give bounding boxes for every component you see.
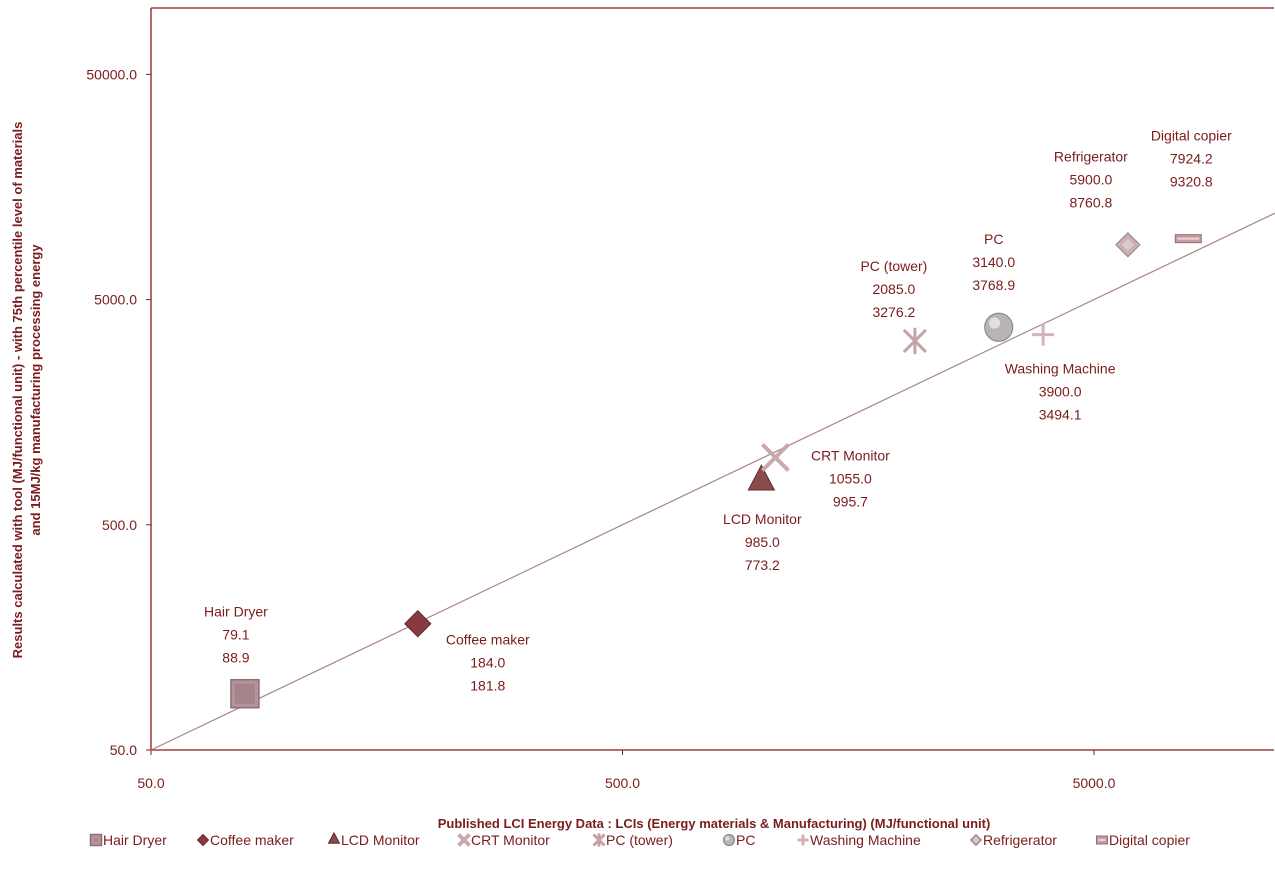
data-point-coffee-maker bbox=[404, 610, 432, 638]
x-tick-label: 5000.0 bbox=[1073, 775, 1116, 791]
y-tick-label: 500.0 bbox=[102, 517, 137, 533]
point-label-name: Hair Dryer bbox=[204, 604, 268, 620]
legend-label: Coffee maker bbox=[210, 832, 294, 848]
point-label-y-value: 9320.8 bbox=[1170, 174, 1213, 190]
point-label-x-value: 3900.0 bbox=[1039, 384, 1082, 400]
data-point-crt-monitor bbox=[760, 443, 790, 472]
legend-item-crt-monitor: CRT Monitor bbox=[457, 832, 550, 848]
point-label-y-value: 181.8 bbox=[470, 678, 505, 694]
data-point-pc-tower- bbox=[902, 327, 927, 355]
marker-dash-inner bbox=[1098, 839, 1106, 841]
marker-dash-inner bbox=[1177, 237, 1200, 240]
marker-square-inner bbox=[234, 683, 255, 704]
point-label-x-value: 184.0 bbox=[470, 655, 505, 671]
point-label-y-value: 8760.8 bbox=[1069, 195, 1112, 211]
marker-circle-highlight bbox=[988, 317, 1001, 329]
marker-triangle bbox=[327, 831, 341, 844]
legend-label: Hair Dryer bbox=[103, 832, 167, 848]
y-tick-label: 50000.0 bbox=[86, 66, 137, 82]
point-label-x-value: 3140.0 bbox=[972, 254, 1015, 270]
legend: Hair Dryer Coffee maker LCD Monitor CRT Mon… bbox=[89, 831, 1190, 848]
point-labels: Hair Dryer 79.1 88.9 Coffee maker 184.0 181.8… bbox=[204, 128, 1232, 694]
legend-item-refrigerator: Refrigerator bbox=[969, 832, 1057, 848]
legend-item-pc-tower-: PC (tower) bbox=[592, 832, 673, 848]
marker-circle bbox=[984, 312, 1014, 342]
point-label-x-value: 79.1 bbox=[222, 627, 249, 643]
y-tick-label: 50.0 bbox=[110, 742, 137, 758]
marker-diamond-inner bbox=[973, 837, 979, 843]
point-label-x-value: 2085.0 bbox=[872, 281, 915, 297]
marker-x-stroke bbox=[457, 833, 471, 847]
y-axis-title-line2: and 15MJ/kg manufacturing processing ene… bbox=[28, 244, 43, 536]
point-label-y-value: 3494.1 bbox=[1039, 407, 1082, 423]
axes bbox=[150, 7, 1274, 751]
marker-square-inner bbox=[94, 838, 98, 842]
legend-item-washing-machine: Washing Machine bbox=[797, 832, 921, 848]
legend-label: LCD Monitor bbox=[341, 832, 420, 848]
marker-circle-highlight bbox=[725, 836, 730, 841]
data-point-refrigerator bbox=[1115, 232, 1141, 258]
legend-label: CRT Monitor bbox=[471, 832, 550, 848]
point-label-name: LCD Monitor bbox=[723, 511, 802, 527]
marker-triangle bbox=[747, 464, 776, 491]
data-points bbox=[230, 232, 1202, 709]
point-label-name: Washing Machine bbox=[1005, 361, 1116, 377]
point-label-name: PC bbox=[984, 231, 1003, 247]
point-label-y-value: 88.9 bbox=[222, 650, 249, 666]
marker-circle bbox=[722, 833, 736, 847]
point-label-name: CRT Monitor bbox=[811, 447, 890, 463]
point-label-name: PC (tower) bbox=[860, 258, 927, 274]
legend-item-pc: PC bbox=[722, 832, 755, 848]
marker-x-stroke bbox=[760, 443, 790, 472]
legend-label: Refrigerator bbox=[983, 832, 1057, 848]
point-label-y-value: 3276.2 bbox=[872, 304, 915, 320]
point-label-y-value: 773.2 bbox=[745, 557, 780, 573]
point-label-x-value: 1055.0 bbox=[829, 470, 872, 486]
legend-label: PC (tower) bbox=[606, 832, 673, 848]
marker-diamond bbox=[196, 833, 210, 847]
point-label-name: Coffee maker bbox=[446, 632, 530, 648]
data-point-lcd-monitor bbox=[747, 464, 776, 491]
x-tick-label: 50.0 bbox=[137, 775, 164, 791]
reference-line bbox=[150, 212, 1275, 751]
legend-item-hair-dryer: Hair Dryer bbox=[89, 832, 167, 848]
point-label-name: Digital copier bbox=[1151, 128, 1232, 144]
marker-diamond bbox=[404, 610, 432, 638]
data-point-pc bbox=[984, 312, 1014, 342]
y-axis-title-group: Results calculated with tool (MJ/functio… bbox=[10, 122, 43, 659]
point-label-y-value: 3768.9 bbox=[972, 277, 1015, 293]
legend-item-lcd-monitor: LCD Monitor bbox=[327, 831, 420, 848]
data-point-digital-copier bbox=[1174, 234, 1202, 244]
point-label-y-value: 995.7 bbox=[833, 493, 868, 509]
data-point-hair-dryer bbox=[230, 678, 260, 709]
reference-line-y-equals-x bbox=[150, 212, 1275, 751]
marker-diamond-inner bbox=[1121, 238, 1134, 251]
legend-item-digital-copier: Digital copier bbox=[1096, 832, 1190, 848]
legend-label: Digital copier bbox=[1109, 832, 1190, 848]
legend-item-coffee-maker: Coffee maker bbox=[196, 832, 294, 848]
point-label-x-value: 5900.0 bbox=[1069, 172, 1112, 188]
y-tick-label: 5000.0 bbox=[94, 292, 137, 308]
data-point-washing-machine bbox=[1032, 323, 1055, 346]
tick-labels: 50.0 500.0 5000.0 50.0 500.0 5000.0 50000.0 bbox=[86, 66, 1115, 791]
legend-label: Washing Machine bbox=[810, 832, 921, 848]
y-axis-title-line1: Results calculated with tool (MJ/functio… bbox=[10, 122, 25, 659]
legend-label: PC bbox=[736, 832, 755, 848]
point-label-x-value: 985.0 bbox=[745, 534, 780, 550]
point-label-name: Refrigerator bbox=[1054, 149, 1128, 165]
x-axis-title: Published LCI Energy Data : LCIs (Energy… bbox=[438, 816, 991, 831]
x-tick-label: 500.0 bbox=[605, 775, 640, 791]
point-label-x-value: 7924.2 bbox=[1170, 151, 1213, 167]
